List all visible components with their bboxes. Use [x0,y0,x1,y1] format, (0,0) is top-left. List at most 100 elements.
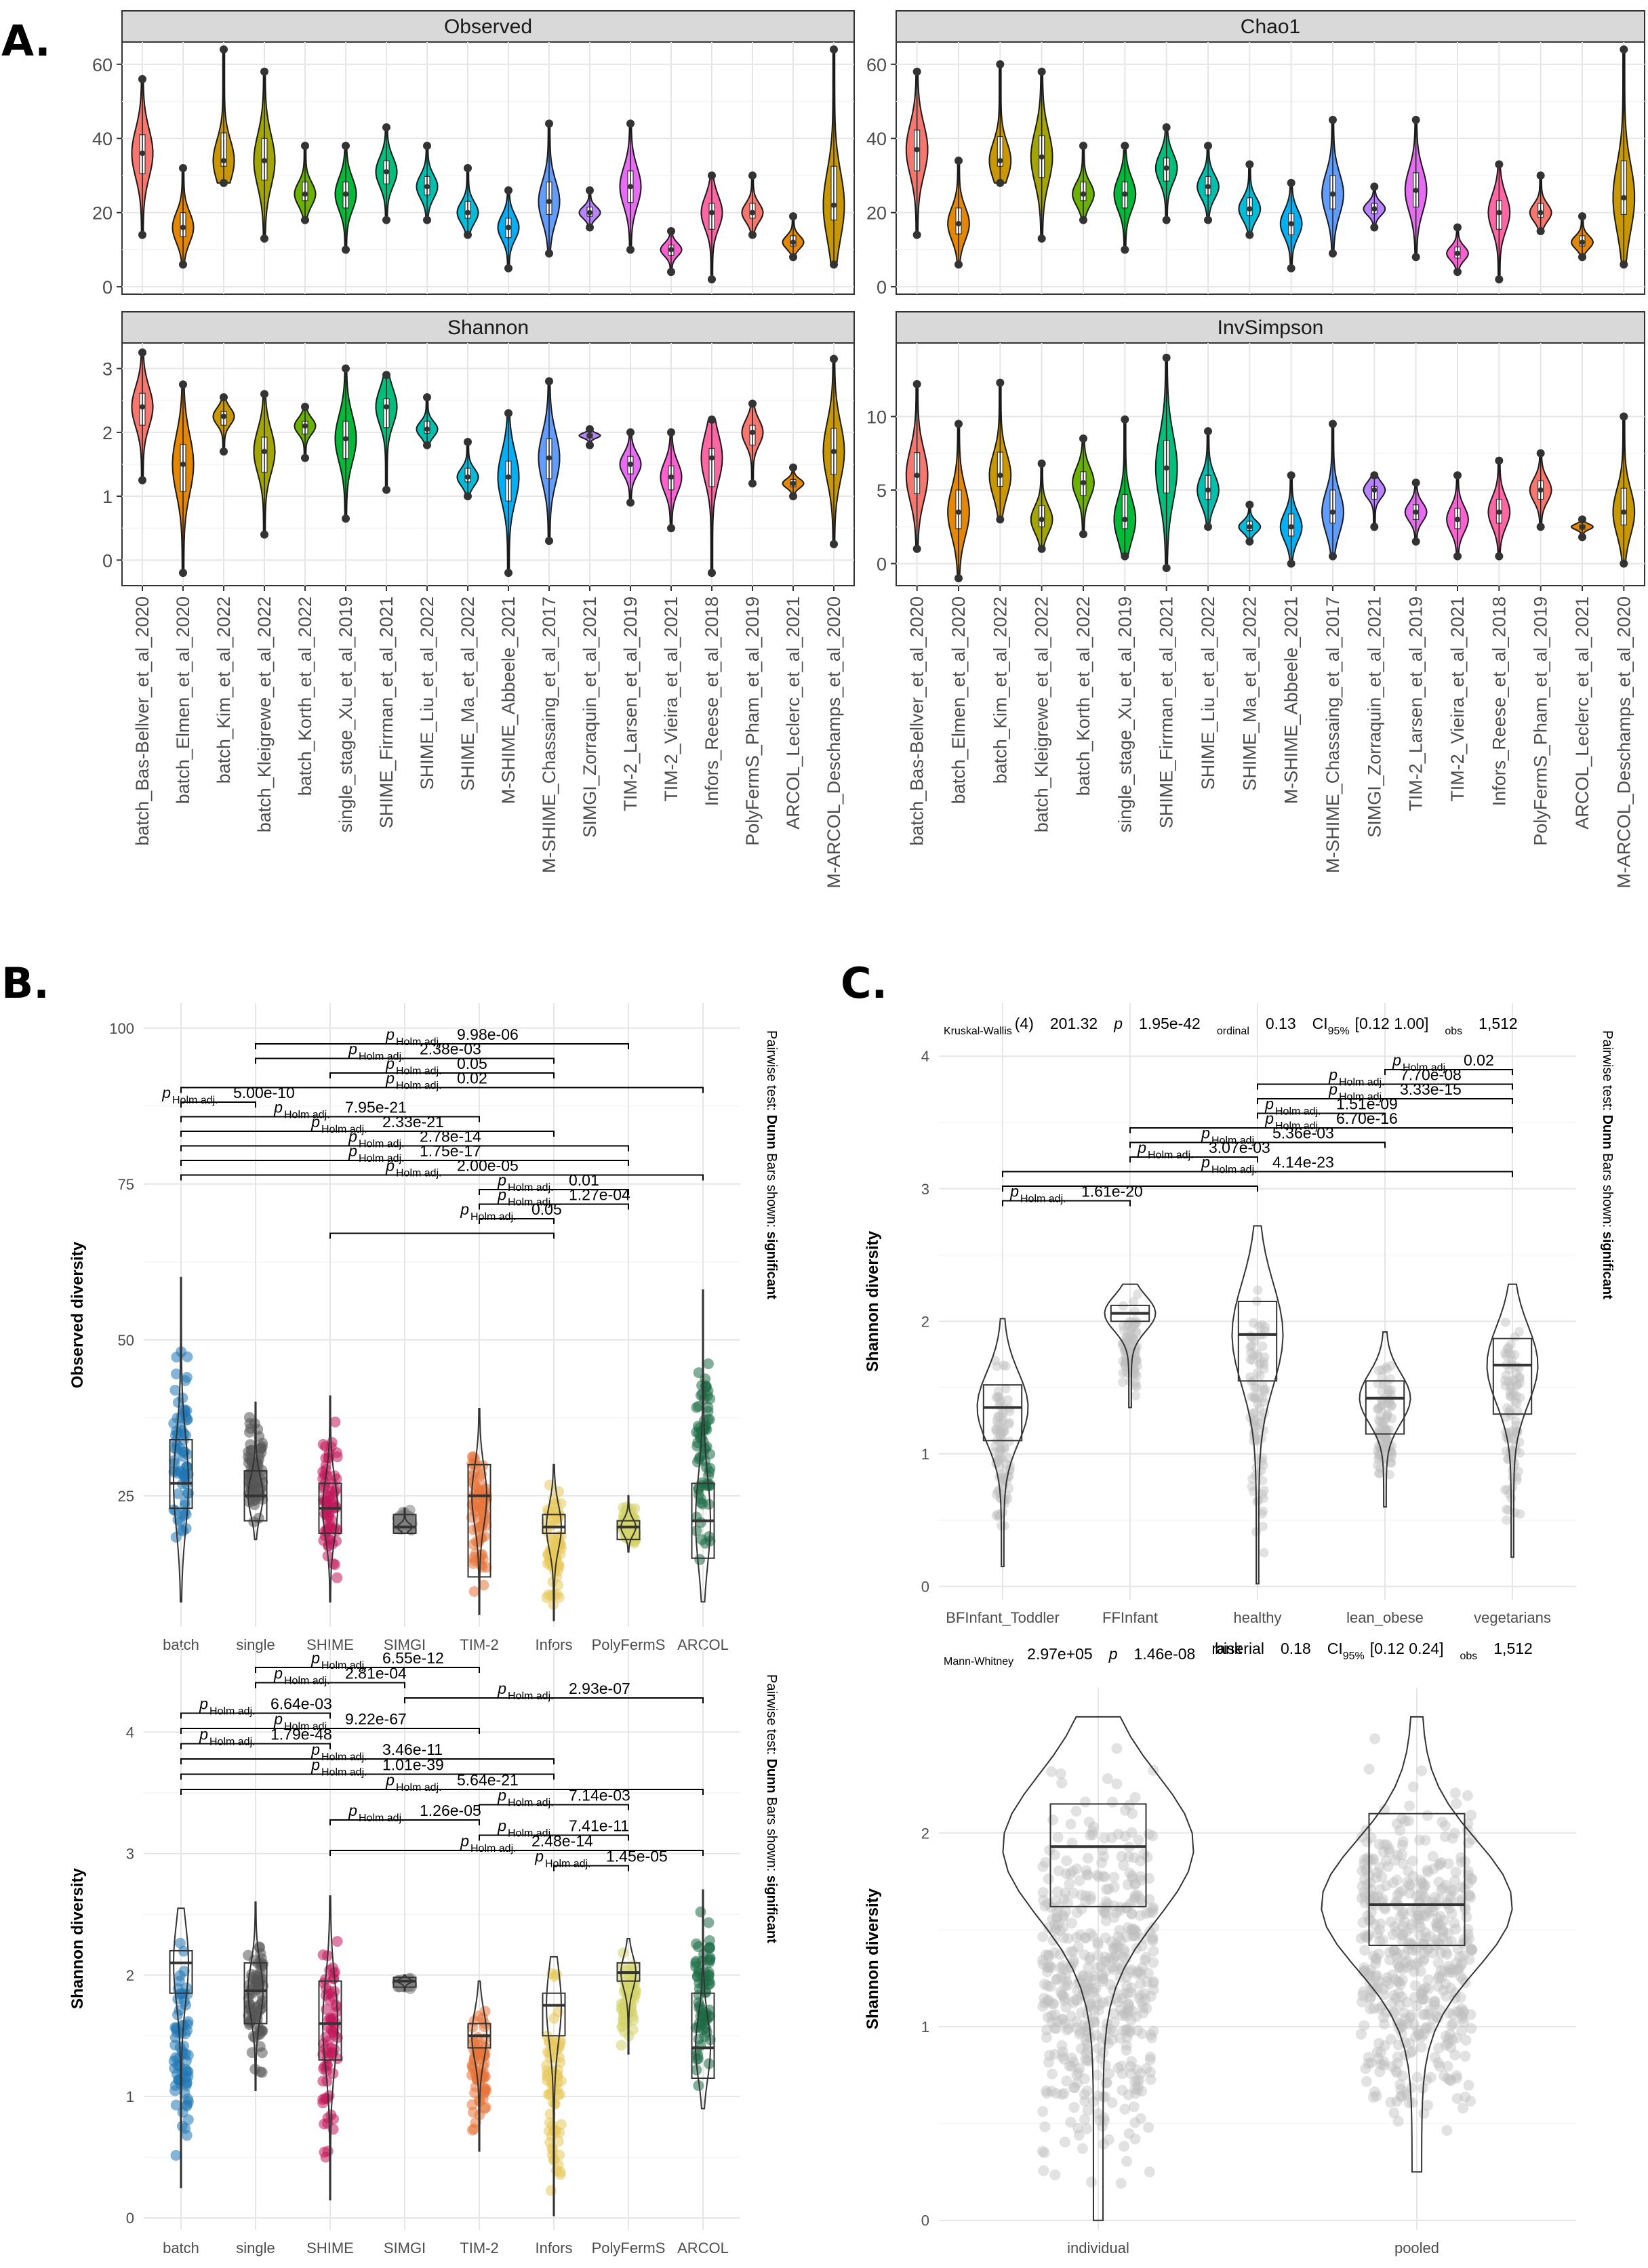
outlier-point [382,123,390,131]
comparison-bracket [180,1789,704,1795]
data-point [1464,1953,1475,1965]
data-point [1378,1839,1390,1850]
data-point [1443,1858,1454,1869]
data-point [1382,1425,1392,1436]
data-point [1145,2051,1157,2063]
data-point [1377,1372,1387,1382]
data-point [1441,2124,1453,2136]
violin-median-dot [465,209,470,216]
x-tick-label: batch_Kim_et_al_2022 [990,596,1010,784]
data-point [1129,2133,1141,2145]
data-point [182,1488,193,1499]
p-value: 7.41e-11 [569,1817,629,1835]
data-point [1258,1489,1268,1499]
p-label: p [199,1695,208,1713]
outlier-point [1079,216,1087,224]
data-point [1373,1404,1384,1414]
violin-median-dot [628,184,633,190]
data-point [1371,2090,1382,2102]
x-tick-label: PolyFermS_Pham_et_al_2019 [742,596,763,846]
p-label-subscript: Holm adj. [508,1828,554,1840]
data-point [998,1507,1008,1517]
data-point [1503,1434,1513,1444]
data-point [1129,1930,1141,1941]
data-point [1131,1377,1141,1388]
data-point [256,2047,268,2059]
p-value: 0.05 [457,1055,487,1072]
data-point [1056,1777,1068,1789]
data-point [475,1470,486,1482]
data-point [1365,1907,1377,1918]
data-point [1001,1383,1011,1394]
p-label: p [385,1157,395,1175]
data-point [1143,2122,1154,2133]
data-point [1365,1991,1377,2003]
data-point [1260,1352,1270,1362]
p-value: 1.45e-05 [606,1848,668,1865]
data-point [1132,2025,1144,2036]
p-label-subscript: Holm adj. [545,1859,591,1870]
outlier-point [382,485,390,494]
outlier-point [1287,559,1295,568]
data-point [327,1558,339,1570]
data-point [1081,1865,1092,1876]
comparison-bracket [404,1697,704,1703]
data-point [1100,1908,1111,1920]
data-point [1374,1424,1384,1434]
x-tick-label: TIM-2_Larsen_et_al_2019 [1406,596,1426,811]
y-tick-label: 25 [118,1488,134,1505]
data-point [1411,2071,1423,2083]
violin-median-dot [914,146,920,153]
data-point [1380,1444,1390,1455]
comparison-bracket [329,1819,480,1825]
data-point [1451,1798,1462,1809]
data-point [1107,1796,1119,1808]
data-point [326,1437,338,1449]
data-point [1247,1392,1257,1402]
data-point [1041,2031,1052,2043]
x-tick-label: PolyFermS_Pham_et_al_2019 [1531,596,1551,846]
data-point [1259,1547,1269,1558]
panel-b-shannon-diversity: 0 1 2 3 4 Shannon diversity batch single SHIME SI… [68,1647,779,2256]
comparison-bracket [479,1203,629,1210]
stat-ci: [0.12 0.24] [1370,1640,1444,1657]
x-tick-label: BFInfant_Toddler [946,1609,1060,1626]
data-point [182,2099,193,2110]
data-point [999,1426,1009,1436]
data-point [1117,2084,1128,2096]
data-point [1415,1966,1426,1977]
data-point [1131,1318,1142,1328]
x-tick-label: batch_Kim_et_al_2022 [214,596,234,784]
side-label-middle: Bars shown: [764,1150,779,1232]
data-point [992,1415,1002,1425]
outlier-point [626,498,635,507]
data-point [692,1420,704,1432]
data-point [1255,1371,1265,1381]
data-point [1055,1962,1066,1973]
outlier-point [1245,230,1254,239]
data-point [996,1430,1006,1440]
outlier-point [545,249,553,258]
y-tick-label: 1 [102,487,113,507]
data-point [1463,2080,1474,2091]
outlier-point [912,230,921,239]
data-point [703,1917,715,1928]
data-point [257,1438,268,1449]
violin-outline-ARCOL [695,1289,711,1603]
data-point [1506,1392,1516,1402]
data-point [1108,1881,1120,1892]
data-point [996,1396,1006,1406]
data-point [174,1442,186,1454]
data-point [1445,1983,1456,1994]
data-point [1259,1486,1269,1496]
data-point [1500,1381,1510,1391]
data-point [1381,1434,1391,1444]
violin-median-dot [1371,206,1378,212]
outlier-point [138,75,146,83]
stat-n: 1,512 [1479,1015,1518,1032]
outlier-point [708,275,716,284]
data-point [178,1966,190,1977]
outlier-point [830,540,838,548]
stat-ci_sub: 95% [1343,1651,1365,1662]
data-point [331,1451,343,1463]
